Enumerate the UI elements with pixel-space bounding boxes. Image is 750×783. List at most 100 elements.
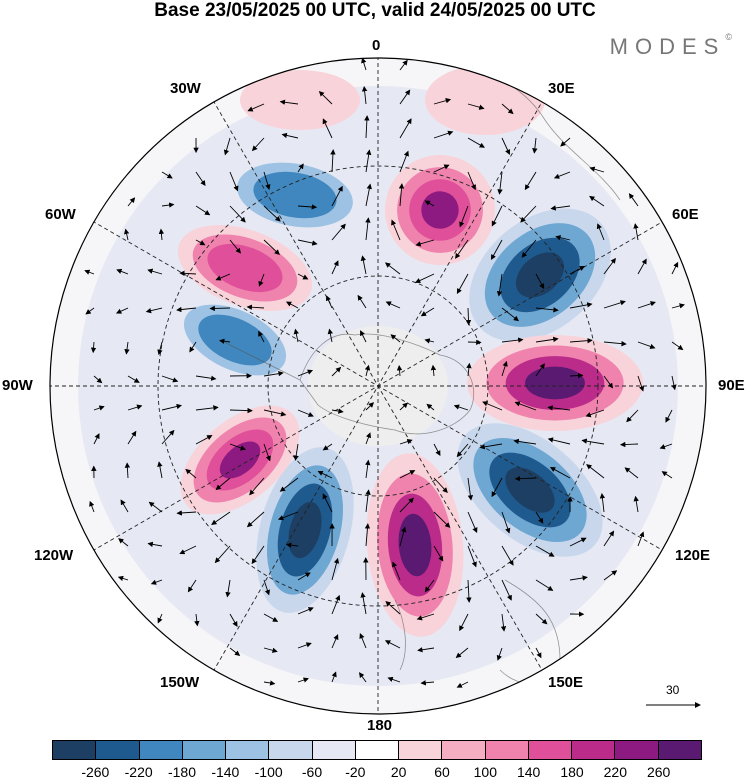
wind-vector: [229, 407, 253, 414]
wind-vector: [179, 545, 197, 555]
wind-vector: [603, 375, 614, 389]
modes-logo: MODES©: [610, 32, 732, 60]
wind-vector: [331, 185, 343, 207]
wind-vector: [365, 459, 371, 479]
wind-vector: [520, 205, 537, 223]
wind-vector: [399, 438, 413, 445]
lon-label-90e: 90E: [718, 377, 745, 394]
wind-vector: [263, 579, 270, 596]
wind-vector: [185, 468, 197, 479]
wind-vector: [365, 217, 371, 241]
wind-vector: [297, 163, 304, 173]
lon-label-180: 180: [367, 717, 393, 734]
wind-vector: [426, 403, 435, 411]
wind-vector: [195, 375, 217, 381]
wind-vector: [466, 362, 472, 377]
wind-vector: [176, 510, 197, 516]
wind-vector: [671, 341, 684, 351]
wind-vector: [258, 273, 265, 287]
wind-vector: [84, 269, 95, 275]
wind-vector: [585, 409, 605, 418]
wind-vector: [433, 545, 444, 562]
wind-vector: [223, 137, 231, 156]
wind-vector: [417, 647, 435, 653]
wind-vector: [365, 402, 375, 411]
wind-vector: [147, 268, 163, 275]
wind-vector: [456, 681, 469, 688]
wind-vector: [514, 401, 537, 411]
wind-vector: [433, 130, 454, 139]
colorbar-tick-label: 220: [603, 764, 628, 780]
wind-vector: [365, 489, 371, 513]
wind-vector: [297, 369, 314, 377]
vector-reference-value: 30: [666, 683, 680, 697]
anomaly-contour: [240, 70, 360, 130]
wind-vector: [127, 197, 136, 207]
wind-vector: [384, 640, 401, 649]
lon-label-120e: 120E: [675, 547, 711, 564]
wind-vector: [535, 363, 545, 377]
wind-vector: [420, 680, 435, 686]
wind-vector: [124, 341, 130, 355]
wind-vector: [633, 223, 639, 241]
wind-vector: [433, 98, 452, 105]
wind-vector: [145, 307, 163, 314]
wind-vector: [90, 341, 97, 354]
wind-vector: [482, 401, 503, 411]
wind-vector: [671, 261, 679, 275]
lon-label-150e: 150E: [548, 674, 584, 691]
wind-vector: [124, 462, 131, 479]
wind-vector: [433, 477, 448, 493]
wind-vector: [581, 438, 605, 445]
colorbar-tick-label: -60: [301, 764, 323, 780]
colorbar-tick-label: 260: [646, 764, 671, 780]
wind-vector: [229, 647, 241, 656]
colorbar-swatch: [269, 741, 313, 759]
wind-vector: [364, 364, 371, 377]
wind-vector: [148, 501, 163, 513]
wind-vector: [491, 477, 503, 498]
wind-vector: [127, 430, 137, 445]
wind-vector: [560, 137, 571, 147]
wind-vector: [360, 592, 367, 615]
wind-vector: [603, 257, 616, 275]
wind-vector: [589, 166, 605, 173]
wind-vector: [500, 613, 507, 632]
wind-vector: [157, 341, 163, 356]
wind-vector: [465, 307, 472, 326]
wind-vector: [331, 594, 341, 615]
wind-vector: [359, 672, 367, 683]
wind-vector: [396, 364, 403, 377]
wind-vector: [209, 305, 231, 312]
wind-vector: [279, 99, 299, 105]
wind-vector: [161, 429, 175, 445]
colorbar-swatch: [355, 741, 400, 759]
wind-vector: [229, 239, 241, 254]
wind-vector: [279, 477, 299, 492]
colorbar: [52, 740, 702, 760]
wind-vector: [258, 330, 265, 343]
wind-vector: [535, 579, 554, 591]
wind-vector: [535, 545, 555, 557]
wind-vector: [211, 511, 231, 525]
lon-label-150w: 150W: [160, 674, 200, 691]
wind-vector: [293, 328, 299, 343]
wind-vector: [501, 337, 524, 343]
wind-vector: [331, 557, 340, 581]
wind-vector: [456, 273, 469, 295]
wind-vector: [459, 613, 469, 632]
anomaly-contour: [421, 191, 459, 229]
wind-vector: [637, 341, 656, 349]
wind-vector: [297, 239, 318, 246]
wind-vector: [589, 195, 605, 207]
anomaly-contour: [198, 314, 272, 366]
wind-vector: [360, 255, 367, 275]
wind-vector: [550, 205, 571, 211]
wind-vector: [157, 461, 163, 479]
colorbar-swatch: [572, 741, 616, 759]
wind-vector: [384, 262, 401, 275]
wind-vector: [194, 613, 200, 627]
wind-vector: [127, 375, 140, 383]
colorbar-swatch: [615, 741, 659, 759]
wind-vector: [466, 579, 472, 603]
